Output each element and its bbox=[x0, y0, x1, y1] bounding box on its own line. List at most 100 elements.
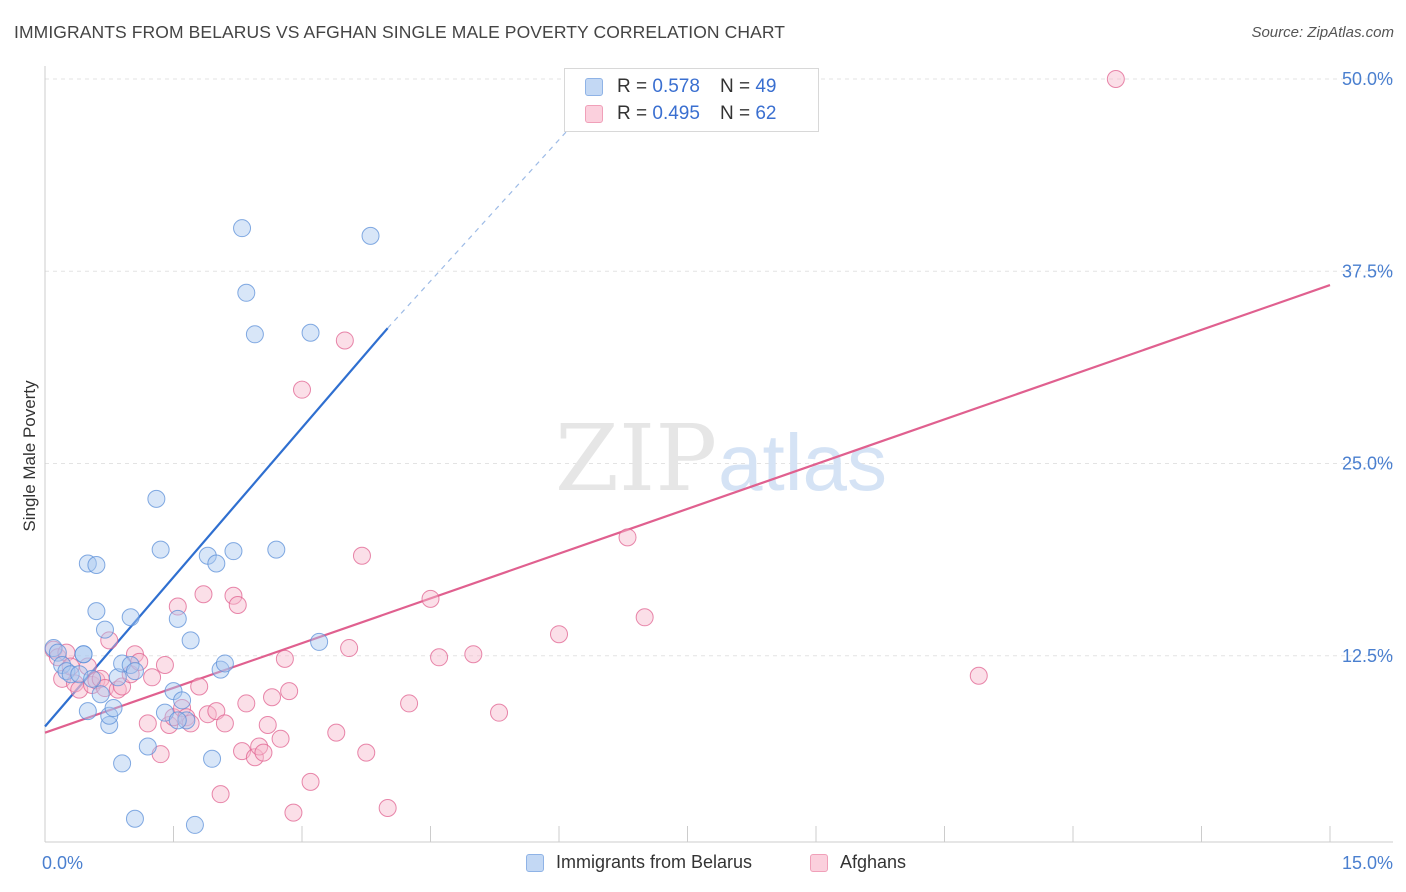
data-point-belarus bbox=[310, 632, 329, 651]
data-point-belarus bbox=[207, 554, 226, 573]
data-point-belarus bbox=[83, 669, 102, 688]
data-point-afghans bbox=[464, 645, 483, 664]
legend-item-belarus[interactable]: Immigrants from Belarus bbox=[526, 852, 752, 873]
data-point-afghans bbox=[969, 666, 988, 685]
r-value: 0.495 bbox=[652, 103, 700, 124]
r-value: 0.578 bbox=[652, 76, 700, 97]
data-point-belarus bbox=[113, 754, 132, 773]
data-point-belarus bbox=[138, 737, 157, 756]
data-point-afghans bbox=[280, 682, 299, 701]
data-point-afghans bbox=[190, 677, 209, 696]
data-point-belarus bbox=[168, 609, 187, 628]
data-point-belarus bbox=[361, 226, 380, 245]
data-point-belarus bbox=[301, 323, 320, 342]
data-point-belarus bbox=[100, 715, 119, 734]
data-point-belarus bbox=[181, 631, 200, 650]
trend-line-belarus bbox=[44, 327, 389, 728]
n-label: N = bbox=[719, 76, 751, 97]
stats-legend-row-afghans: R = 0.495 N = 62 bbox=[585, 102, 776, 126]
trend-lines bbox=[44, 101, 1331, 734]
data-point-belarus bbox=[203, 749, 222, 768]
data-point-afghans bbox=[352, 546, 371, 565]
data-point-afghans bbox=[100, 631, 119, 650]
data-point-afghans bbox=[1106, 70, 1125, 88]
data-point-belarus bbox=[151, 540, 170, 559]
data-point-belarus bbox=[173, 691, 192, 710]
data-point-belarus bbox=[233, 219, 252, 238]
legend-swatch-belarus bbox=[585, 78, 603, 96]
data-point-afghans bbox=[168, 597, 187, 616]
data-point-belarus bbox=[245, 325, 264, 344]
y-tick-label: 50.0% bbox=[1342, 69, 1393, 89]
n-value: 62 bbox=[755, 103, 777, 124]
watermark-atlas: atlas bbox=[718, 418, 887, 507]
stats-legend: R = 0.578 N = 49 R = 0.495 N = 62 bbox=[564, 68, 819, 132]
data-point-afghans bbox=[254, 743, 273, 762]
legend-label-afghans: Afghans bbox=[840, 852, 907, 872]
data-point-belarus bbox=[108, 668, 127, 687]
data-point-belarus bbox=[104, 699, 123, 718]
legend-swatch-belarus bbox=[526, 853, 544, 872]
data-point-belarus bbox=[267, 540, 286, 559]
y-tick-label: 12.5% bbox=[1342, 646, 1393, 666]
n-label: N = bbox=[719, 103, 751, 124]
data-point-belarus bbox=[125, 662, 144, 681]
data-point-belarus bbox=[121, 608, 140, 627]
legend-swatch-afghans bbox=[585, 105, 603, 123]
x-tick-label: 0.0% bbox=[42, 853, 83, 873]
data-point-afghans bbox=[245, 748, 264, 767]
data-point-afghans bbox=[271, 729, 290, 748]
data-point-belarus bbox=[237, 283, 256, 302]
data-point-afghans bbox=[211, 785, 230, 804]
legend-label-belarus: Immigrants from Belarus bbox=[556, 852, 753, 872]
data-point-afghans bbox=[293, 380, 311, 399]
data-point-belarus bbox=[74, 645, 93, 664]
data-point-afghans bbox=[490, 703, 509, 722]
data-point-afghans bbox=[378, 799, 397, 818]
data-point-afghans bbox=[301, 772, 320, 791]
data-point-belarus bbox=[87, 602, 106, 621]
data-point-belarus bbox=[95, 620, 114, 639]
data-point-belarus bbox=[78, 702, 97, 721]
data-point-belarus bbox=[185, 815, 204, 834]
data-point-belarus bbox=[215, 654, 234, 673]
data-point-afghans bbox=[635, 608, 654, 627]
data-point-afghans bbox=[215, 714, 234, 733]
y-axis-label: Single Male Poverty bbox=[20, 380, 39, 532]
y-tick-label: 25.0% bbox=[1342, 454, 1393, 474]
grid-lines bbox=[45, 78, 1393, 657]
data-point-afghans bbox=[357, 743, 376, 762]
data-point-afghans bbox=[327, 723, 346, 742]
r-label: R = bbox=[617, 103, 648, 124]
data-point-afghans bbox=[400, 694, 419, 713]
legend-swatch-afghans bbox=[810, 853, 828, 872]
data-point-belarus bbox=[125, 809, 144, 828]
y-tick-label: 37.5% bbox=[1342, 261, 1393, 281]
data-point-belarus bbox=[168, 711, 187, 730]
data-point-afghans bbox=[618, 528, 637, 547]
data-point-afghans bbox=[143, 668, 162, 687]
data-point-afghans bbox=[340, 639, 359, 658]
chart-title: IMMIGRANTS FROM BELARUS VS AFGHAN SINGLE… bbox=[14, 22, 786, 42]
trend-line-afghans bbox=[44, 284, 1331, 734]
data-point-afghans bbox=[138, 714, 157, 733]
n-value: 49 bbox=[755, 76, 777, 97]
data-point-afghans bbox=[430, 648, 449, 667]
trend-line-belarus-extension bbox=[387, 101, 594, 329]
data-point-belarus bbox=[147, 489, 166, 508]
tick-labels: 12.5% 25.0% 37.5% 50.0% 0.0% 15.0% bbox=[42, 69, 1393, 873]
data-point-afghans bbox=[550, 625, 568, 644]
watermark-zip: ZIP bbox=[555, 405, 717, 512]
data-point-belarus bbox=[224, 542, 243, 561]
data-point-afghans bbox=[224, 586, 243, 605]
legend-item-afghans[interactable]: Afghans bbox=[810, 852, 906, 873]
data-points bbox=[44, 70, 1125, 834]
data-point-afghans bbox=[258, 715, 277, 734]
data-point-afghans bbox=[155, 655, 174, 674]
data-point-afghans bbox=[421, 589, 440, 608]
data-point-belarus bbox=[87, 556, 106, 575]
data-point-afghans bbox=[207, 702, 226, 721]
data-point-afghans bbox=[113, 677, 132, 696]
data-point-afghans bbox=[284, 803, 303, 822]
